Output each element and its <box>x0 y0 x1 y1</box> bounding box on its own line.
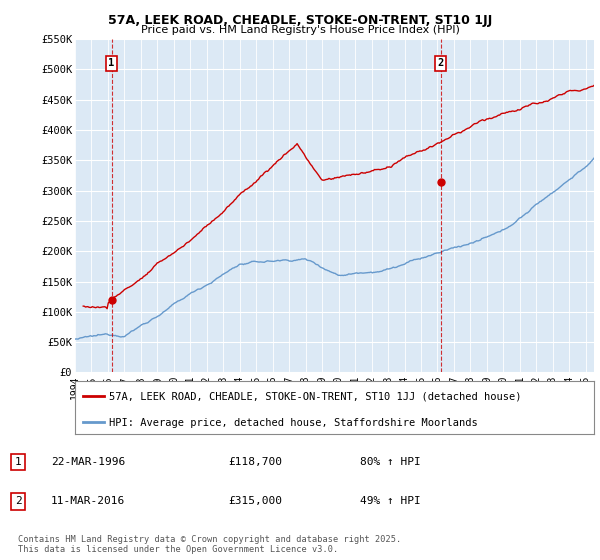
Text: £118,700: £118,700 <box>228 457 282 467</box>
Text: 1: 1 <box>109 58 115 68</box>
Text: 2: 2 <box>437 58 444 68</box>
Text: 22-MAR-1996: 22-MAR-1996 <box>51 457 125 467</box>
Text: 57A, LEEK ROAD, CHEADLE, STOKE-ON-TRENT, ST10 1JJ: 57A, LEEK ROAD, CHEADLE, STOKE-ON-TRENT,… <box>108 14 492 27</box>
Text: 2: 2 <box>14 496 22 506</box>
Text: Price paid vs. HM Land Registry's House Price Index (HPI): Price paid vs. HM Land Registry's House … <box>140 25 460 35</box>
Text: 57A, LEEK ROAD, CHEADLE, STOKE-ON-TRENT, ST10 1JJ (detached house): 57A, LEEK ROAD, CHEADLE, STOKE-ON-TRENT,… <box>109 392 521 402</box>
Text: 80% ↑ HPI: 80% ↑ HPI <box>360 457 421 467</box>
Text: Contains HM Land Registry data © Crown copyright and database right 2025.
This d: Contains HM Land Registry data © Crown c… <box>18 535 401 554</box>
Text: 11-MAR-2016: 11-MAR-2016 <box>51 496 125 506</box>
Text: £315,000: £315,000 <box>228 496 282 506</box>
Text: 1: 1 <box>14 457 22 467</box>
Text: 49% ↑ HPI: 49% ↑ HPI <box>360 496 421 506</box>
Text: HPI: Average price, detached house, Staffordshire Moorlands: HPI: Average price, detached house, Staf… <box>109 418 478 428</box>
